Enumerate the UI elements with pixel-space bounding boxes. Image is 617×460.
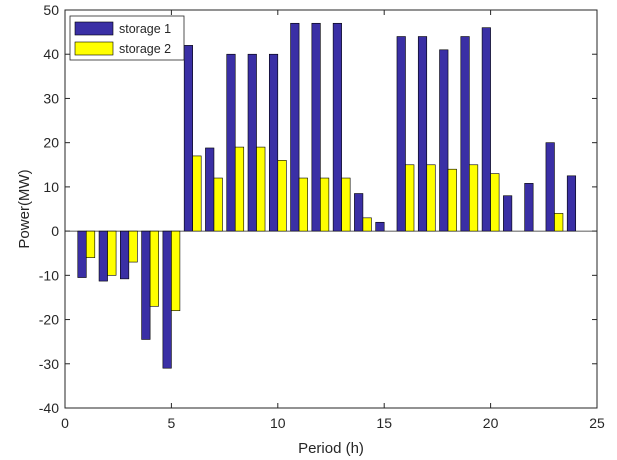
bar-2-1 [85,230,96,258]
bar-1-15 [375,221,385,232]
bar-1-13 [332,22,342,232]
x-tick-label-5: 5 [168,415,176,431]
y-tick-label-20: 20 [43,135,59,151]
bar-2-11 [298,177,308,232]
plot-area [65,10,597,408]
y-tick-label--30: -30 [39,356,59,372]
axes-group: 0 5 10 15 20 25 -40 -30 -20 -10 0 10 20 30 40 50 [39,2,605,431]
bar-1-12 [311,22,321,232]
bar-1-23 [545,142,555,232]
bar-1-24 [566,175,577,232]
y-tick-label--40: -40 [39,400,59,416]
x-tick-label-25: 25 [589,415,605,431]
y-tick-label-40: 40 [43,46,59,62]
legend: storage 1 storage 2 [69,15,185,61]
bar-2-5 [171,230,181,312]
bar-1-6 [183,45,193,232]
bar-1-21 [503,195,513,232]
bar-1-19 [460,36,470,232]
bar-2-8 [234,146,245,232]
bar-2-17 [426,164,436,232]
bar-2-10 [277,160,287,232]
bar-2-4 [149,230,159,307]
bar-2-13 [341,177,351,232]
bar-2-2 [107,230,117,276]
y-tick-label-0: 0 [51,223,59,239]
bar-1-4 [141,230,151,340]
bar-1-9 [247,53,257,232]
bar-1-2 [98,230,108,282]
bar-2-14 [362,217,372,232]
y-tick-label-10: 10 [43,179,59,195]
bar-1-8 [226,53,236,232]
bar-2-20 [490,173,500,232]
bar-1-22 [524,183,534,232]
y-tick-label-30: 30 [43,90,59,106]
bar-1-5 [162,230,172,369]
bar-2-7 [213,177,223,232]
bar-2-16 [405,164,415,232]
legend-label-2: storage 2 [119,42,171,56]
bar-1-14 [354,193,364,232]
bar-1-11 [290,22,300,232]
legend-label-1: storage 1 [119,22,171,36]
y-tick-label--10: -10 [39,267,59,283]
bar-1-10 [268,53,279,232]
bar-2-9 [256,146,266,232]
x-tick-label-20: 20 [483,415,499,431]
bars-group [65,22,597,369]
bar-1-20 [481,27,491,232]
bar-1-16 [396,36,406,232]
bar-1-1 [77,230,87,278]
bar-2-18 [447,168,457,232]
x-tick-label-15: 15 [376,415,392,431]
y-tick-label-50: 50 [43,2,59,18]
bar-1-3 [120,230,130,280]
y-axis-label: Power(MW) [16,169,33,248]
bar-2-23 [554,213,564,232]
plot-background [65,10,597,408]
axes-box [64,9,598,409]
bar-1-7 [205,147,215,232]
x-tick-label-10: 10 [270,415,286,431]
legend-swatch-1 [74,21,114,36]
bar-2-6 [192,155,202,232]
x-axis-label: Period (h) [298,440,364,457]
bar-2-19 [469,164,479,232]
bar-2-12 [320,177,330,232]
legend-swatch-2 [74,41,114,56]
x-tick-label-0: 0 [61,415,69,431]
bar-1-18 [439,49,449,232]
bar-1-17 [417,36,428,232]
bar-2-3 [128,230,138,263]
y-tick-label--20: -20 [39,312,59,328]
